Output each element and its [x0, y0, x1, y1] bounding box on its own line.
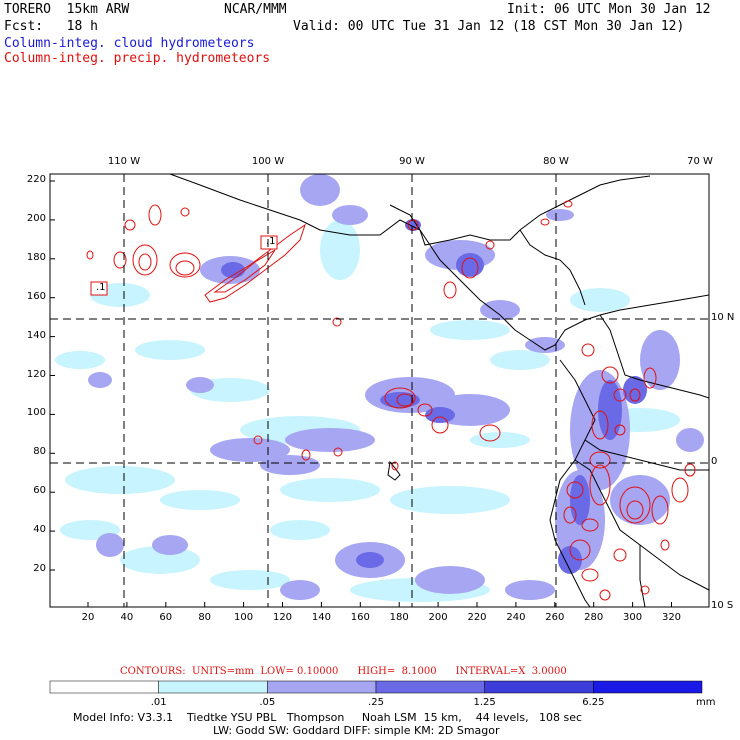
lon-label: 70 W — [687, 156, 713, 167]
y-tick-label: 220 — [26, 174, 46, 185]
axis-ticks — [50, 180, 672, 607]
x-tick-label: 60 — [159, 612, 173, 623]
y-tick-label: 180 — [26, 251, 46, 263]
x-tick-label: 120 — [272, 612, 293, 623]
colorbar-segment — [158, 680, 268, 694]
map-frame — [49, 173, 710, 608]
x-tick-label: 220 — [467, 612, 487, 623]
valid-time: Valid: 00 UTC Tue 31 Jan 12 (18 CST Mon … — [293, 19, 685, 34]
y-tick-label: 40 — [33, 524, 46, 536]
field-cloud-label: Column-integ. cloud hydrometeors — [4, 36, 255, 51]
colorbar-label: 1.25 — [473, 697, 496, 708]
x-tick-label: 160 — [350, 612, 370, 623]
colorbar-label: .25 — [368, 697, 384, 708]
x-tick-label: 140 — [311, 612, 331, 623]
x-tick-label: 200 — [428, 612, 448, 623]
contours-info: CONTOURS: UNITS=mm LOW= 0.10000 HIGH= 8.… — [120, 666, 567, 677]
y-tick-label: 60 — [33, 485, 46, 497]
y-tick-label: 20 — [33, 563, 46, 574]
y-tick-label: 120 — [26, 368, 46, 380]
x-tick-label: 280 — [584, 612, 604, 623]
map-field-layer — [55, 174, 704, 602]
lon-label: 110 W — [107, 156, 141, 167]
init-time: Init: 06 UTC Mon 30 Jan 12 — [507, 2, 711, 17]
x-tick-label: 260 — [545, 612, 565, 623]
colorbar-segment — [375, 680, 485, 694]
y-tick-label: 100 — [26, 407, 46, 419]
lat-label: 10 S — [711, 600, 734, 611]
field-precip-label: Column-integ. precip. hydrometeors — [4, 51, 271, 66]
y-tick-label: 140 — [26, 329, 46, 341]
lon-label: 80 W — [543, 156, 569, 167]
contour-label: .1 — [266, 236, 276, 247]
x-tick-label: 100 — [234, 612, 254, 623]
cloud-dense-areas — [221, 219, 647, 574]
lon-label: 90 W — [399, 156, 425, 167]
precip-contours — [86, 200, 696, 601]
y-tick-label: 200 — [26, 212, 46, 224]
coastlines — [169, 174, 709, 607]
colorbar-segment — [267, 680, 377, 694]
x-tick-label: 320 — [661, 612, 682, 623]
colorbar-segment — [484, 680, 594, 694]
lat-label: 10 N — [711, 312, 735, 323]
colorbar-segment — [49, 680, 159, 694]
y-tick-label: 160 — [26, 290, 46, 302]
y-tick-label: 80 — [33, 446, 46, 458]
colorbar-label: 6.25 — [582, 697, 605, 708]
lat-label: 0 — [711, 456, 718, 467]
model-title: TORERO 15km ARW — [4, 2, 130, 17]
colorbar-segment — [593, 680, 703, 694]
contour-label: .1 — [96, 282, 106, 293]
lon-label: 100 W — [251, 156, 285, 167]
model-info-line1: Model Info: V3.3.1 Tiedtke YSU PBL Thomp… — [73, 711, 583, 724]
x-tick-label: 180 — [389, 612, 409, 623]
model-info-line2: LW: Godd SW: Goddard DIFF: simple KM: 2D… — [213, 724, 500, 737]
contour-label-boxes — [90, 235, 278, 296]
forecast-hour: Fcst: 18 h — [4, 19, 98, 34]
colorbar-label: .01 — [150, 697, 167, 708]
lat-lon-grid — [50, 174, 709, 607]
colorbar-label: .05 — [259, 697, 276, 708]
colorbar — [49, 680, 703, 694]
colorbar-unit: mm — [696, 697, 716, 708]
org-label: NCAR/MMM — [224, 2, 287, 17]
x-tick-label: 80 — [198, 612, 212, 623]
x-tick-label: 300 — [623, 612, 643, 623]
x-tick-label: 40 — [120, 612, 134, 623]
x-tick-label: 240 — [506, 612, 526, 623]
x-tick-label: 20 — [81, 612, 95, 623]
